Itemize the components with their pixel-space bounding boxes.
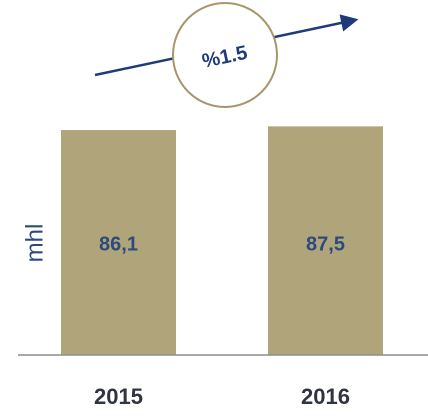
value-label: 86,1	[99, 233, 138, 255]
change-circle	[172, 2, 278, 108]
x-tick-label: 2016	[301, 384, 350, 409]
x-tick-label: 2015	[94, 384, 143, 409]
bar	[61, 130, 176, 355]
y-axis-label: mhl	[21, 224, 48, 263]
bar	[268, 126, 383, 355]
value-label: 87,5	[306, 233, 345, 255]
